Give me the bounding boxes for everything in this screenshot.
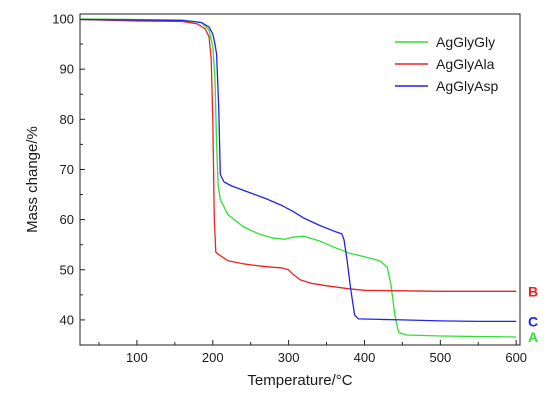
series-end-label-C: C [528,313,538,329]
labels-layer: A BC [528,283,538,345]
legend: AgGlyGly AgGlyAla AgGlyAsp [395,34,498,94]
x-tick-label: 300 [278,350,300,365]
y-axis-title: Mass change/% [24,126,41,233]
x-tick-label: 500 [429,350,451,365]
series-layer [79,18,517,338]
x-tick-label: 600 [505,350,527,365]
x-tick-label: 200 [202,350,224,365]
series-line-AgGlyAla [79,18,517,292]
y-tick-label: 50 [60,262,74,277]
series-end-label-A: A [528,329,538,345]
legend-label-AgGlyAla: AgGlyAla [436,56,495,72]
y-tick-label: 100 [52,12,74,27]
series-line-AgGlyAsp [79,18,517,323]
y-tick-label: 70 [60,162,74,177]
series-line-AgGlyGly [79,18,517,338]
y-tick-label: 90 [60,62,74,77]
y-tick-label: 80 [60,112,74,127]
x-tick-label: 400 [354,350,376,365]
y-tick-label: 60 [60,212,74,227]
legend-label-AgGlyAsp: AgGlyAsp [436,78,498,94]
axes-layer: 100 200 300 400 500 600 40 50 60 70 80 90 100 Tempera… [24,12,527,389]
legend-label-AgGlyGly: AgGlyGly [436,34,495,50]
series-end-label-B: B [528,283,538,299]
plot-frame [79,13,521,346]
y-tick-label: 40 [60,312,74,327]
x-axis-title: Temperature/°C [247,372,352,389]
x-tick-label: 100 [126,350,148,365]
